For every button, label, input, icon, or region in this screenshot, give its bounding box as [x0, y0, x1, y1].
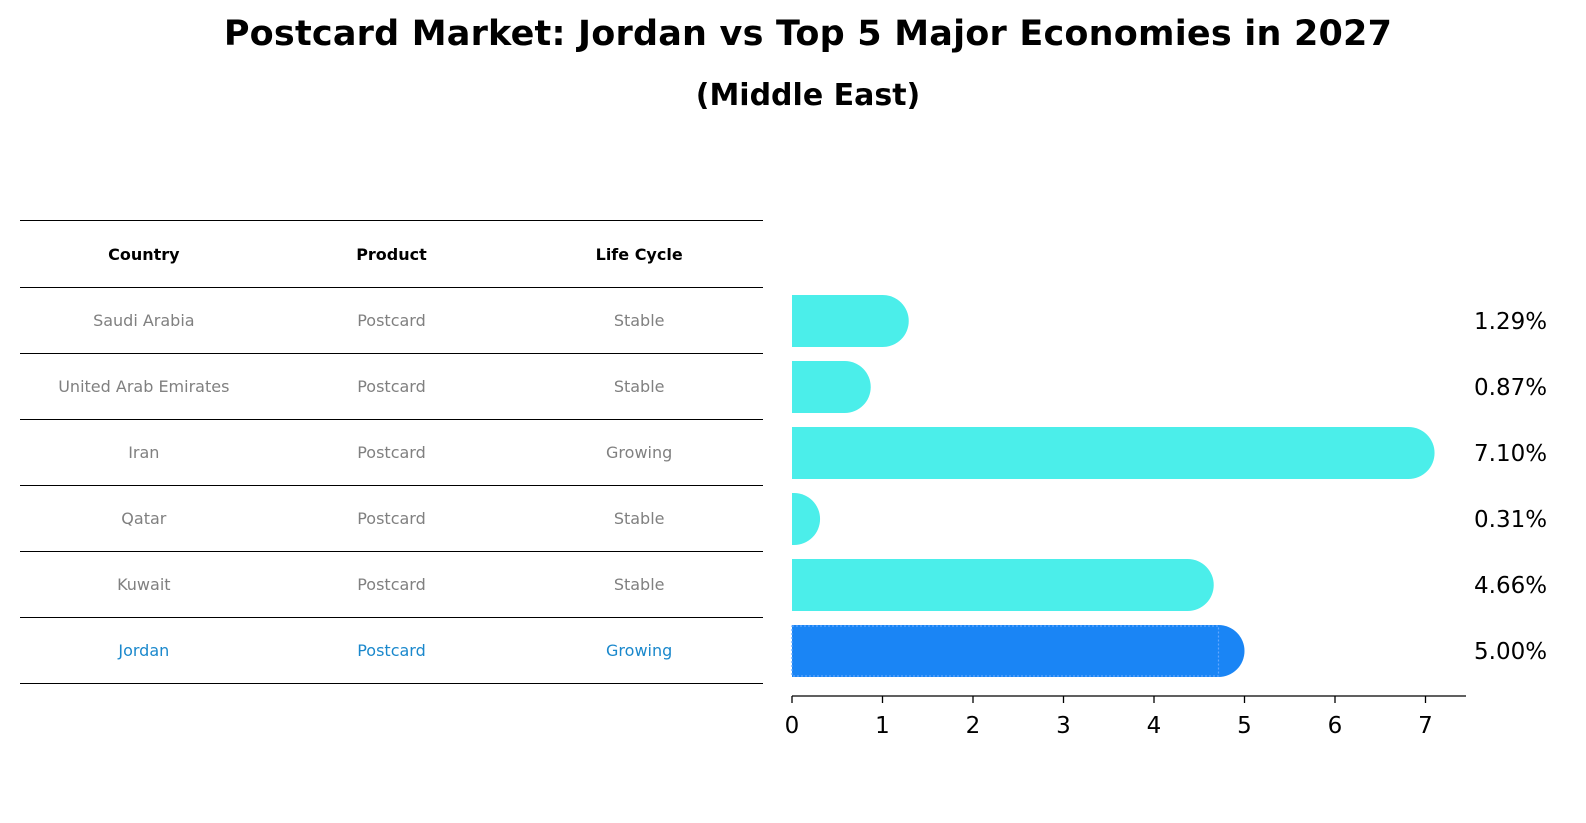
table-row: Iran Postcard Growing [20, 420, 763, 486]
table-row-highlighted: Jordan Postcard Growing [20, 618, 763, 684]
cell-country: Jordan [118, 641, 170, 660]
table-row: Qatar Postcard Stable [20, 486, 763, 552]
table-row: United Arab Emirates Postcard Stable [20, 354, 763, 420]
bar-highlight-outline [791, 625, 1220, 677]
cell-product: Postcard [357, 377, 426, 396]
cell-product: Postcard [357, 509, 426, 528]
bar [792, 559, 1214, 611]
bar [792, 361, 871, 413]
cell-life-cycle: Stable [613, 311, 665, 330]
chart-subtitle: (Middle East) [695, 78, 921, 113]
cell-product: Postcard [357, 641, 426, 660]
cell-country: Qatar [121, 509, 167, 528]
x-tick-label: 1 [875, 713, 890, 739]
cell-product: Postcard [357, 575, 426, 594]
header-life-cycle: Life Cycle [595, 244, 683, 264]
header-product: Product [356, 244, 427, 264]
table-row: Saudi Arabia Postcard Stable [20, 288, 763, 354]
header-country: Country [108, 244, 180, 264]
x-tick-label: 3 [1056, 713, 1071, 739]
table-row: Kuwait Postcard Stable [20, 552, 763, 618]
bar [792, 427, 1435, 479]
x-tick-label: 0 [785, 713, 800, 739]
bar [792, 295, 909, 347]
x-tick-label: 5 [1237, 713, 1252, 739]
x-tick-label: 4 [1147, 713, 1162, 739]
cell-country: United Arab Emirates [58, 377, 230, 396]
value-label: 0.87% [1474, 375, 1547, 401]
value-label: 7.10% [1474, 441, 1547, 467]
chart-title: Postcard Market: Jordan vs Top 5 Major E… [223, 14, 1393, 54]
x-tick-label: 6 [1328, 713, 1343, 739]
cell-life-cycle: Stable [613, 575, 665, 594]
cell-product: Postcard [357, 443, 426, 462]
market-table: Country Product Life Cycle Saudi Arabia … [20, 220, 763, 684]
value-label: 0.31% [1474, 507, 1547, 533]
cell-life-cycle: Stable [613, 509, 665, 528]
cell-product: Postcard [357, 311, 426, 330]
table-header-row: Country Product Life Cycle [20, 220, 763, 288]
value-label: 1.29% [1474, 309, 1547, 335]
bar [792, 493, 821, 545]
cell-country: Kuwait [117, 575, 171, 594]
bar [792, 625, 1245, 677]
value-label: 4.66% [1474, 573, 1547, 599]
cell-country: Saudi Arabia [93, 311, 195, 330]
x-tick-label: 2 [966, 713, 981, 739]
cell-life-cycle: Growing [606, 443, 673, 462]
cell-country: Iran [128, 443, 160, 462]
x-tick-label: 7 [1418, 713, 1433, 739]
cell-life-cycle: Stable [613, 377, 665, 396]
value-label: 5.00% [1474, 639, 1547, 665]
cell-life-cycle: Growing [606, 641, 673, 660]
